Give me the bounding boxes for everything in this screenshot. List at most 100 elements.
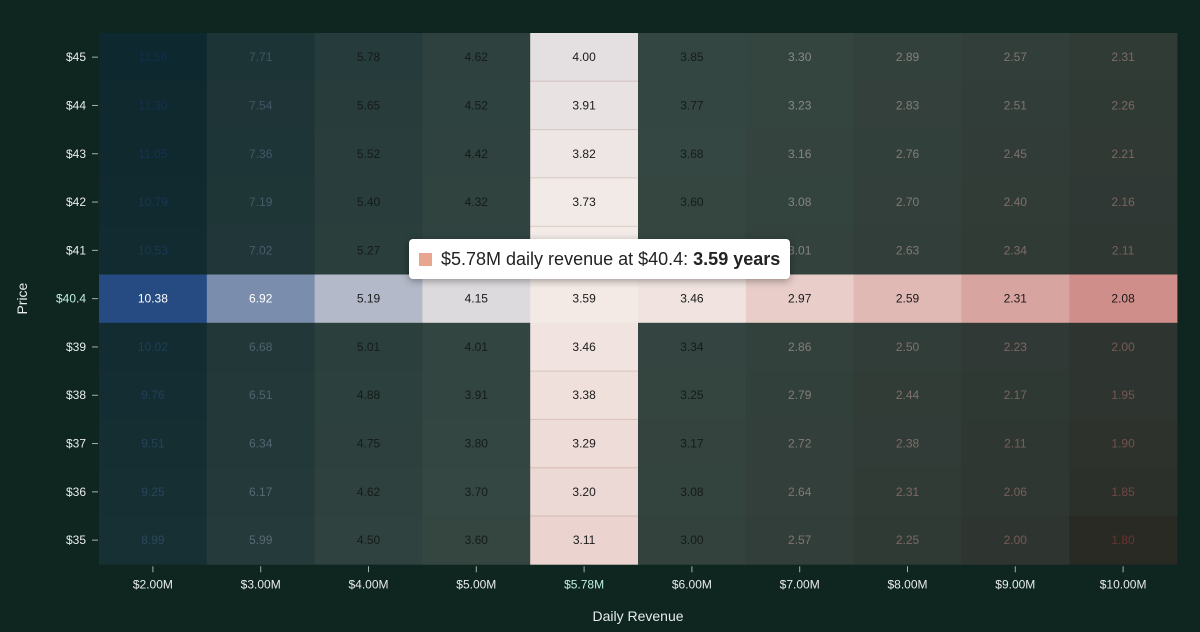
- y-tick-label: $42: [66, 195, 86, 209]
- heatmap-cell: [206, 467, 315, 517]
- cell-value-label: 3.34: [680, 340, 704, 354]
- cell-value-label: 2.17: [1004, 388, 1028, 402]
- y-tick-label: $45: [66, 50, 86, 64]
- cell-value-label: 2.51: [1004, 98, 1028, 112]
- hover-tooltip: $5.78M daily revenue at $40.4: 3.59 year…: [409, 239, 791, 279]
- heatmap-cell: [745, 81, 854, 130]
- cell-value-label: 2.26: [1111, 98, 1135, 112]
- heatmap-cell: [961, 516, 1070, 565]
- y-axis-title: Price: [14, 282, 30, 314]
- heatmap-cell: [530, 322, 639, 372]
- tooltip-value: 3.59 years: [693, 248, 781, 269]
- heatmap-cell: [422, 371, 531, 420]
- x-tick-label: $10.00M: [1100, 577, 1147, 591]
- heatmap-cell: [314, 33, 423, 82]
- cell-value-label: 7.71: [249, 50, 273, 64]
- cell-value-label: 9.51: [141, 437, 165, 451]
- y-tick-label: $35: [66, 533, 86, 547]
- heatmap-cell: [422, 516, 531, 565]
- cell-value-label: 2.50: [896, 340, 920, 354]
- cell-value-label: 3.23: [788, 98, 812, 112]
- heatmap-cell: [530, 419, 639, 469]
- heatmap-cell: [745, 322, 854, 372]
- cell-value-label: 2.86: [788, 340, 812, 354]
- cell-value-label: 2.57: [788, 533, 812, 547]
- cell-value-label: 7.19: [249, 195, 273, 209]
- heatmap-cell: [206, 177, 315, 227]
- heatmap-cell: [1069, 274, 1178, 324]
- cell-value-label: 11.56: [138, 50, 167, 64]
- heatmap-cell: [99, 274, 208, 324]
- heatmap-cell: [422, 467, 531, 517]
- cell-value-label: 1.90: [1111, 437, 1135, 451]
- heatmap-cell: [530, 371, 639, 420]
- cell-value-label: 5.19: [357, 292, 381, 306]
- cell-value-label: 2.76: [896, 147, 920, 161]
- heatmap-cell: [745, 274, 854, 324]
- heatmap-cell: [638, 81, 747, 130]
- cell-value-label: 6.34: [249, 437, 273, 451]
- heatmap-cell: [961, 467, 1070, 517]
- heatmap-cell: [314, 274, 423, 324]
- heatmap-cell: [1069, 177, 1178, 227]
- heatmap-cell: [853, 322, 962, 372]
- cell-value-label: 2.45: [1004, 147, 1028, 161]
- cell-value-label: 3.73: [572, 195, 596, 209]
- heatmap-cell: [1069, 419, 1178, 469]
- cell-value-label: 3.91: [465, 388, 489, 402]
- heatmap-cell: [530, 81, 639, 130]
- cell-value-label: 5.65: [357, 98, 381, 112]
- heatmap-cell: [99, 33, 208, 82]
- cell-value-label: 6.17: [249, 485, 273, 499]
- cell-value-label: 2.23: [1004, 340, 1028, 354]
- heatmap-cell: [853, 371, 962, 420]
- heatmap-cell: [99, 467, 208, 517]
- cell-value-label: 2.83: [896, 98, 920, 112]
- heatmap-cell: [314, 129, 423, 179]
- heatmap-cell: [1069, 129, 1178, 179]
- cell-value-label: 2.21: [1111, 147, 1135, 161]
- y-tick-label: $38: [66, 388, 86, 402]
- heatmap-cell: [1069, 226, 1178, 275]
- cell-value-label: 1.85: [1111, 485, 1135, 499]
- cell-value-label: 3.16: [788, 147, 812, 161]
- x-tick-label: $6.00M: [672, 577, 712, 591]
- y-tick-label: $41: [66, 243, 86, 257]
- cell-value-label: 3.68: [680, 147, 704, 161]
- tooltip-swatch: [419, 252, 432, 266]
- x-tick-label: $3.00M: [241, 577, 281, 591]
- heatmap-cell: [853, 226, 962, 275]
- cell-value-label: 5.78: [357, 50, 381, 64]
- heatmap-cell: [314, 467, 423, 517]
- cell-value-label: 10.79: [138, 195, 168, 209]
- heatmap-cell: [745, 419, 854, 469]
- cell-value-label: 2.40: [1004, 195, 1028, 209]
- cell-value-label: 2.44: [896, 388, 920, 402]
- x-tick-label: $9.00M: [995, 577, 1035, 591]
- heatmap-cell: [530, 274, 639, 324]
- cell-value-label: 2.16: [1111, 195, 1135, 209]
- heatmap-cell: [99, 81, 208, 130]
- cell-value-label: 2.70: [896, 195, 920, 209]
- cell-value-label: 5.40: [357, 195, 381, 209]
- cell-value-label: 2.89: [896, 50, 920, 64]
- cell-value-label: 3.60: [465, 533, 489, 547]
- heatmap-cell: [422, 33, 531, 82]
- cell-value-label: 2.38: [896, 437, 920, 451]
- y-tick-label: $44: [66, 98, 86, 112]
- cell-value-label: 2.57: [1004, 50, 1028, 64]
- cell-value-label: 4.52: [465, 98, 489, 112]
- heatmap-cell: [422, 129, 531, 179]
- cell-value-label: 4.42: [465, 147, 489, 161]
- heatmap-cell: [206, 129, 315, 179]
- cell-value-label: 2.64: [788, 485, 812, 499]
- cell-value-label: 2.11: [1004, 437, 1027, 451]
- heatmap-cell: [422, 419, 531, 469]
- y-tick-label: $39: [66, 340, 86, 354]
- heatmap-cell: [1069, 467, 1178, 517]
- y-tick-label: $43: [66, 147, 86, 161]
- cell-value-label: 2.11: [1112, 243, 1135, 257]
- heatmap-cell: [745, 516, 854, 565]
- heatmap-cell: [314, 419, 423, 469]
